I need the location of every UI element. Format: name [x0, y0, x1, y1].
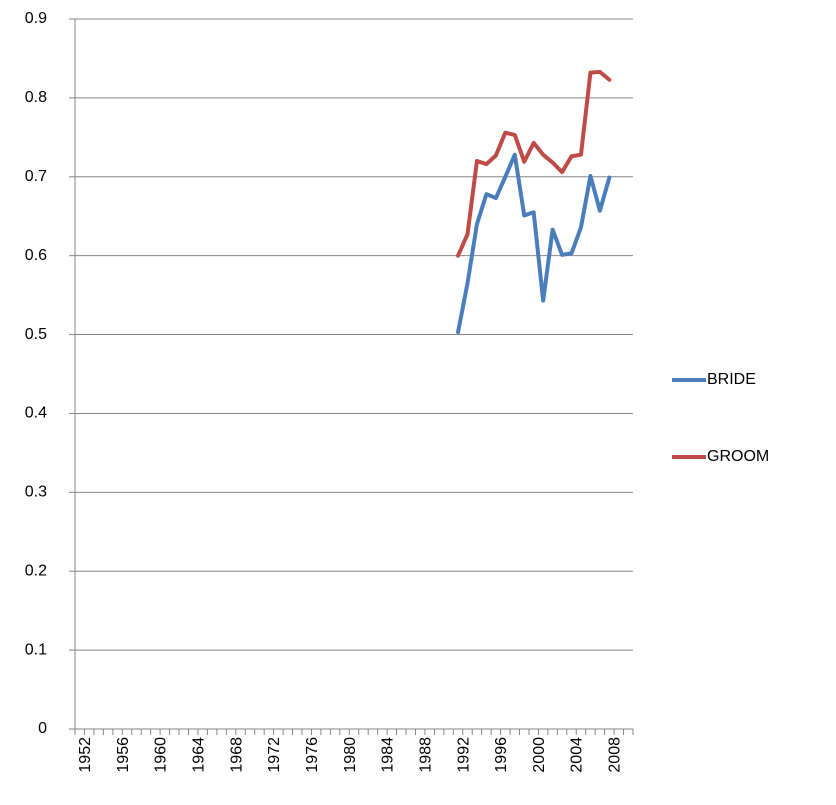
x-tick-label: 1992 — [455, 737, 472, 773]
y-tick-label: 0.7 — [25, 168, 47, 185]
x-tick-label: 1964 — [190, 737, 207, 773]
x-tick-label: 1968 — [228, 737, 245, 773]
x-tick-label: 1980 — [342, 737, 359, 773]
x-tick-label: 1972 — [266, 737, 283, 773]
x-tick-label: 1960 — [153, 737, 170, 773]
y-tick-label: 0.3 — [25, 484, 47, 501]
series-line — [456, 152, 612, 335]
y-tick-label: 0.1 — [25, 641, 47, 658]
x-tick-label: 1976 — [304, 737, 321, 773]
x-tick-label: 2000 — [531, 737, 548, 773]
y-tick-label: 0.9 — [25, 10, 47, 27]
series-line — [456, 69, 612, 258]
y-tick-label: 0.5 — [25, 326, 47, 343]
x-tick-label: 1956 — [115, 737, 132, 773]
legend-label: BRIDE — [707, 371, 756, 388]
x-tick-label: 1988 — [417, 737, 434, 773]
x-tick-label: 1984 — [380, 737, 397, 773]
x-tick-label: 1952 — [77, 737, 94, 773]
y-tick-label: 0.6 — [25, 247, 47, 264]
y-tick-label: 0.8 — [25, 89, 47, 106]
legend-label: GROOM — [707, 448, 769, 465]
x-tick-label: 2004 — [569, 737, 586, 773]
x-tick-label: 2008 — [607, 737, 624, 773]
y-tick-label: 0.2 — [25, 562, 47, 579]
y-tick-label: 0 — [38, 720, 47, 737]
x-tick-label: 1996 — [493, 737, 510, 773]
y-tick-label: 0.4 — [25, 405, 47, 422]
